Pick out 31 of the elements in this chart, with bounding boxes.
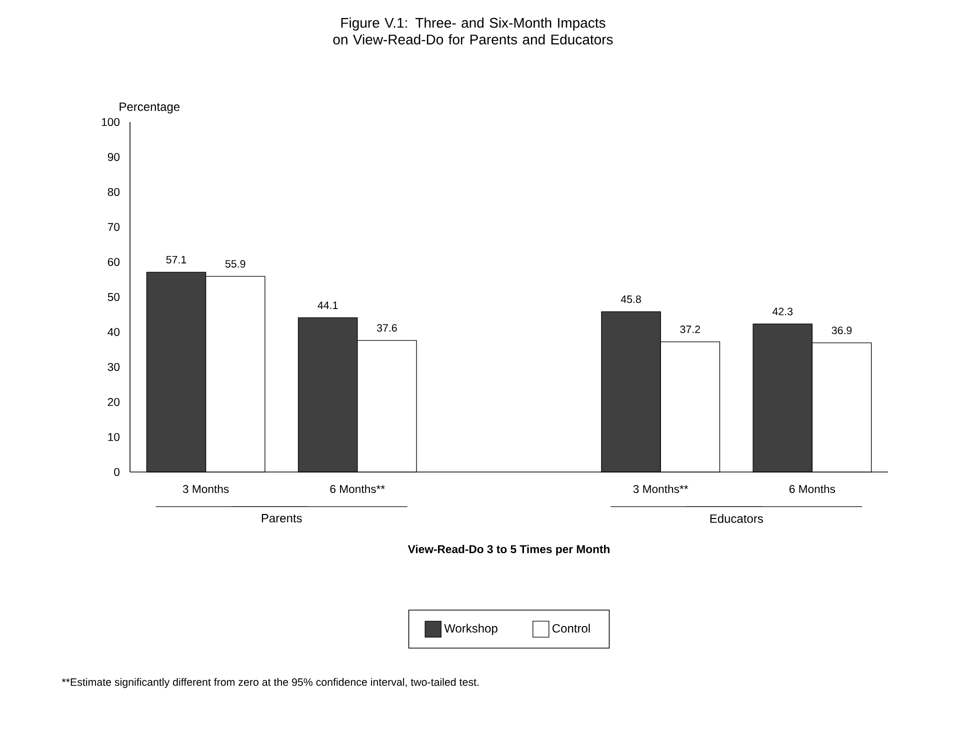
data-label: 55.9	[225, 260, 246, 268]
x-tick-label: 3 Months	[182, 484, 229, 494]
y-tick-label: 90	[108, 152, 120, 162]
data-label: 42.3	[772, 308, 793, 316]
y-tick-label: 30	[108, 362, 120, 372]
data-label: 45.8	[620, 295, 641, 303]
y-tick-label: 100	[102, 118, 120, 126]
y-tick-label: 40	[108, 328, 120, 336]
y-tick-label: 20	[108, 398, 120, 406]
chart-title: Figure V.1: Three- and Six-Month Impacts on View-Read-Do for Parents and Educators	[333, 18, 613, 44]
text: **Estimate significantly different from zero at the 95% confidence interval, two-tailed test.	[62, 678, 478, 688]
data-label: 37.6	[376, 324, 397, 332]
y-tick-label: 10	[108, 433, 120, 442]
legend-label: Control	[552, 624, 590, 633]
y-tick-label: 0	[114, 468, 120, 476]
y-axis-title: Percentage	[120, 102, 180, 114]
text: Parents	[262, 514, 302, 522]
x-axis-title: View-Read-Do 3 to 5 Times per Month	[408, 544, 610, 556]
data-label: 44.1	[318, 302, 338, 309]
x-tick-label: 6 Months**	[330, 484, 385, 494]
data-label: 57.1	[166, 256, 186, 264]
text: Educators	[710, 514, 763, 523]
y-tick-label: 80	[108, 188, 120, 196]
y-tick-label: 50	[108, 292, 120, 302]
legend-label: Workshop	[444, 624, 498, 635]
y-tick-label: 60	[108, 258, 120, 266]
y-tick-label: 70	[108, 222, 120, 232]
data-label: 37.2	[680, 326, 700, 334]
x-tick-label: 3 Months**	[633, 484, 688, 494]
x-tick-label: 6 Months	[789, 484, 836, 494]
data-label: 36.9	[832, 326, 852, 334]
